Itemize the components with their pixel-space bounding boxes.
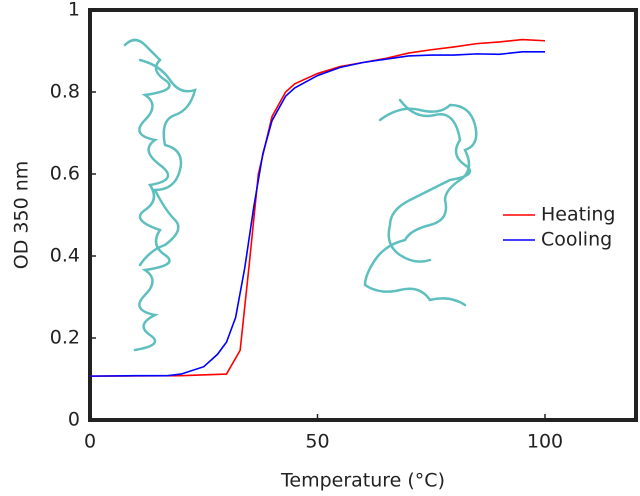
x-tick-label: 100 (527, 431, 563, 453)
line (89, 38, 546, 377)
y-tick-label: 0.6 (50, 163, 80, 185)
y-axis-label: OD 350 nm (11, 161, 33, 269)
y-tick-label: 0.8 (50, 81, 80, 103)
axes-box (88, 8, 638, 422)
y-tick-label: 1 (68, 0, 80, 21)
y-tick-label: 0.2 (50, 327, 80, 349)
x-tick-label: 0 (84, 431, 96, 453)
protein-structure-illustration (123, 38, 478, 352)
legend-label: Cooling (541, 229, 612, 251)
x-axis-label: Temperature (°C) (280, 470, 445, 492)
y-tick-label: 0 (68, 409, 80, 431)
line (89, 51, 545, 377)
x-tick-label: 50 (305, 431, 329, 453)
legend-label: Heating (541, 204, 615, 226)
y-tick-label: 0.4 (50, 245, 80, 267)
